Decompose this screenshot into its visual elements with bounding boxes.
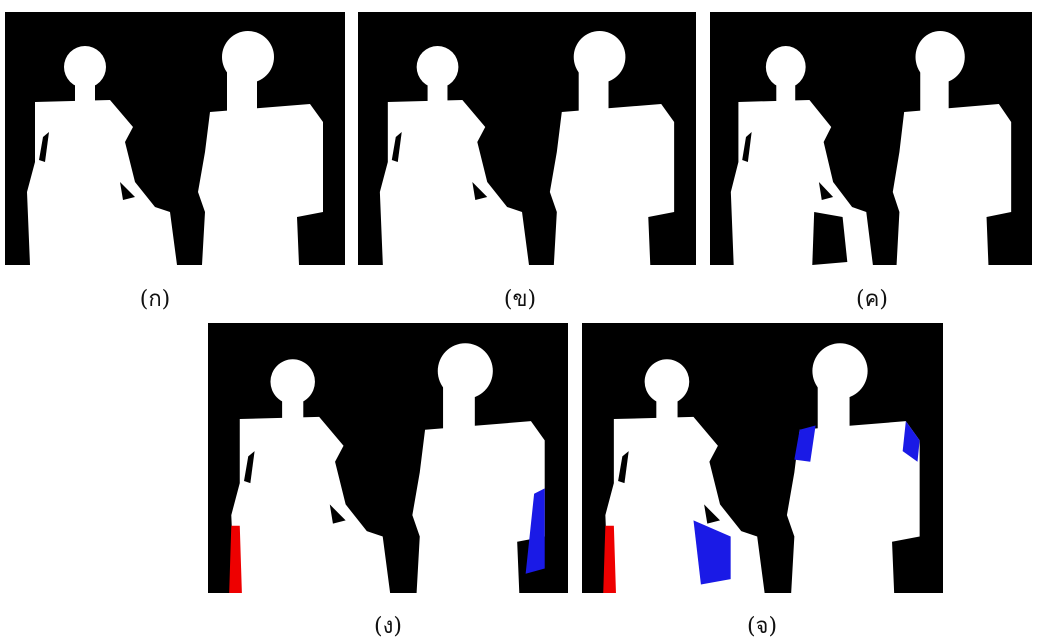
panel-image xyxy=(208,323,568,593)
panel-label: (ข) xyxy=(504,281,536,316)
panel-label: (ก) xyxy=(140,281,171,316)
panel-label: (จ) xyxy=(747,608,777,639)
panel-image xyxy=(358,12,696,265)
panel-image xyxy=(582,323,943,593)
figure-page: (ก) (ข) (ค) (ง) (จ) xyxy=(0,0,1040,639)
panel-label: (ง) xyxy=(374,608,402,639)
panel-image xyxy=(710,12,1032,265)
panel-image xyxy=(5,12,345,265)
panel-label: (ค) xyxy=(856,281,888,316)
